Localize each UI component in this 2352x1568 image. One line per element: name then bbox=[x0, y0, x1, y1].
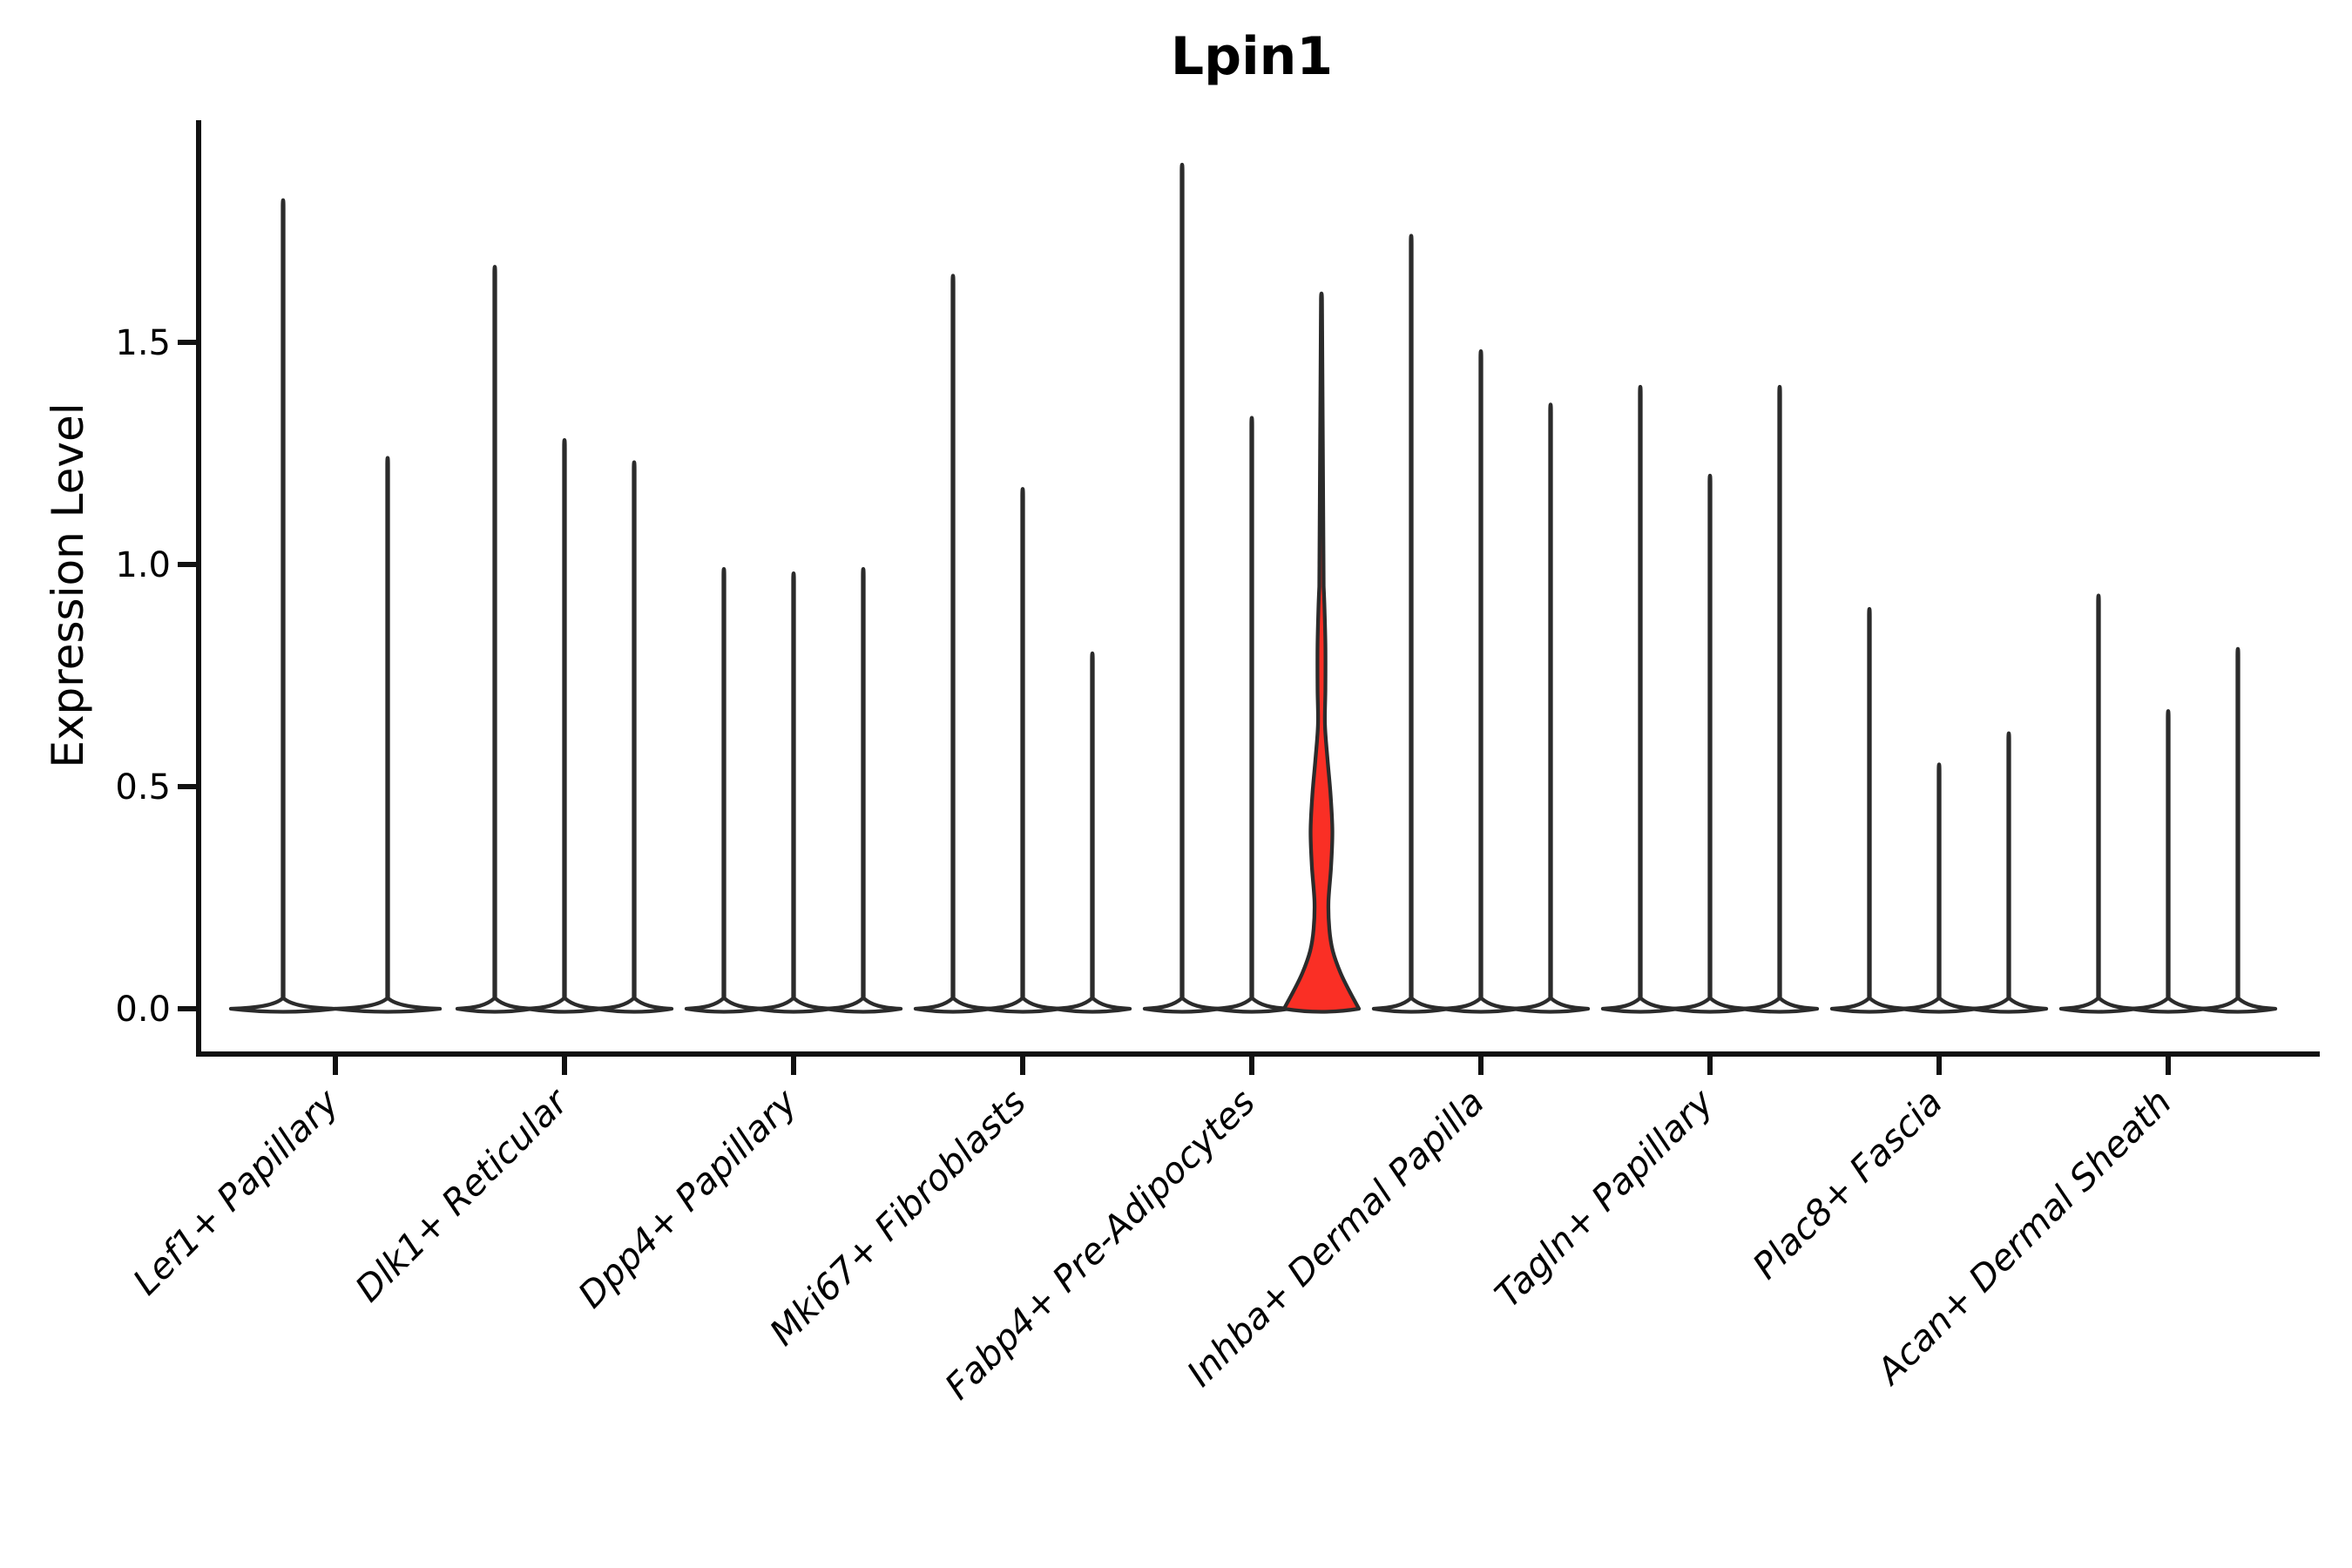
violin bbox=[455, 265, 535, 1014]
violin bbox=[684, 566, 764, 1014]
violin bbox=[1142, 162, 1222, 1014]
x-tick-label: Tagln+ Papillary bbox=[1487, 1081, 1722, 1316]
violin-highlighted bbox=[1281, 291, 1362, 1014]
x-tick-label: Plac8+ Fascia bbox=[1745, 1081, 1950, 1287]
violin bbox=[228, 198, 338, 1014]
x-tick-label: Dpp4+ Papillary bbox=[570, 1081, 805, 1316]
violin bbox=[1740, 384, 1820, 1014]
plot-title: Lpin1 bbox=[1170, 26, 1334, 87]
x-tick-label: Dlk1+ Reticular bbox=[348, 1080, 578, 1310]
violin bbox=[754, 571, 834, 1014]
violin bbox=[2128, 709, 2208, 1014]
violin bbox=[2058, 593, 2139, 1014]
y-tick-label: 0.0 bbox=[115, 990, 171, 1030]
violin bbox=[1600, 384, 1680, 1014]
violin bbox=[913, 274, 993, 1014]
y-tick-label: 1.0 bbox=[115, 545, 171, 585]
y-tick-label: 0.5 bbox=[115, 767, 171, 808]
violin bbox=[1212, 416, 1292, 1014]
violin bbox=[1899, 762, 1979, 1014]
violin bbox=[823, 566, 903, 1014]
violin bbox=[983, 487, 1063, 1014]
violin bbox=[1670, 473, 1750, 1014]
violin bbox=[1441, 349, 1521, 1014]
violin bbox=[333, 456, 443, 1014]
violin bbox=[2198, 646, 2278, 1014]
x-tick-label: Mki67+ Fibroblasts bbox=[761, 1081, 1034, 1354]
violin bbox=[1511, 402, 1591, 1014]
x-tick-label: Lef1+ Papillary bbox=[125, 1081, 347, 1303]
violin bbox=[1829, 606, 1909, 1014]
violin bbox=[1371, 233, 1451, 1014]
violin bbox=[1052, 651, 1132, 1014]
violin bbox=[1969, 731, 2049, 1014]
violin bbox=[524, 438, 605, 1014]
y-tick-label: 1.5 bbox=[115, 323, 171, 363]
violin bbox=[594, 460, 674, 1014]
